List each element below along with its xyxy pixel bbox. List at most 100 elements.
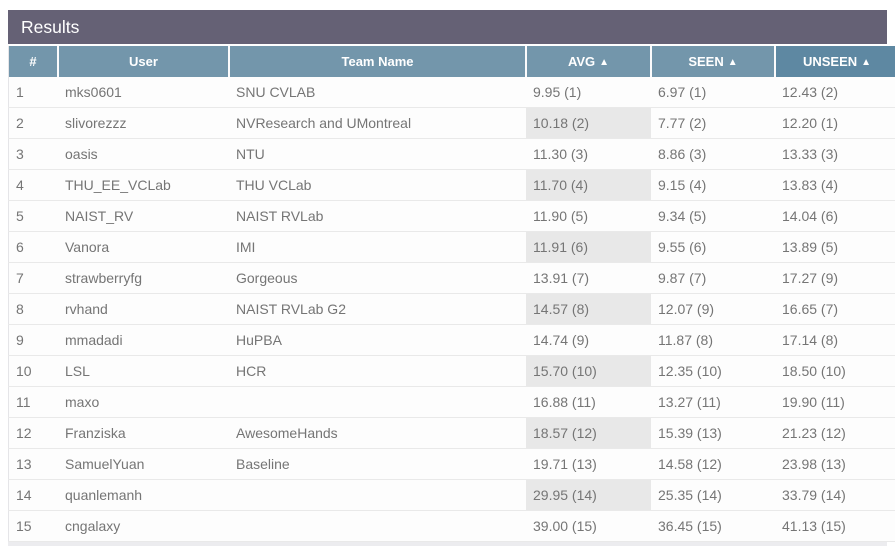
cell-unseen: 17.27 (9) [775, 262, 895, 294]
cell-avg: 14.57 (8) [526, 293, 651, 325]
cell-user: strawberryfg [58, 262, 229, 294]
cell-team: AwesomeHands [229, 417, 526, 449]
cell-user: maxo [58, 386, 229, 418]
cell-user: mks0601 [58, 77, 229, 108]
cell-rank: 11 [8, 386, 58, 418]
cell-unseen: 21.23 (12) [775, 417, 895, 449]
cell-rank: 1 [8, 77, 58, 108]
column-header-label: User [129, 54, 158, 69]
cell-seen: 9.34 (5) [651, 200, 775, 232]
cell-rank: 13 [8, 448, 58, 480]
cell-seen: 7.77 (2) [651, 107, 775, 139]
column-header-label: UNSEEN [802, 54, 858, 69]
cell-seen: 8.86 (3) [651, 138, 775, 170]
cell-team: NAIST RVLab [229, 200, 526, 232]
cell-user: oasis [58, 138, 229, 170]
cell-unseen: 23.98 (13) [775, 448, 895, 480]
cell-user: SamuelYuan [58, 448, 229, 480]
cell-rank: 3 [8, 138, 58, 170]
cell-rank: 7 [8, 262, 58, 294]
cell-rank: 2 [8, 107, 58, 139]
sort-ascending-icon: ▲ [727, 57, 738, 68]
column-header-avg[interactable]: AVG ▲ [525, 46, 651, 77]
column-header-unseen[interactable]: UNSEEN ▲ [774, 46, 895, 77]
table-row: 2 slivorezzz NVResearch and UMontreal 10.18… [8, 107, 895, 139]
cell-seen: 36.45 (15) [651, 510, 775, 542]
table-row: 1 mks0601 SNU CVLAB 9.95 (1) 6.97 (1) 12.43 (… [8, 77, 895, 108]
table-row: 3 oasis NTU 11.30 (3) 8.86 (3) 13.33 (3) [8, 138, 895, 170]
cell-rank: 4 [8, 169, 58, 201]
cell-user: LSL [58, 355, 229, 387]
cell-seen: 15.39 (13) [651, 417, 775, 449]
results-title-bar: Results [8, 10, 887, 44]
cell-seen: 12.07 (9) [651, 293, 775, 325]
cell-unseen: 12.43 (2) [775, 77, 895, 108]
cell-seen: 14.58 (12) [651, 448, 775, 480]
cell-team [229, 386, 526, 418]
table-row: 6 Vanora IMI 11.91 (6) 9.55 (6) 13.89 (5) [8, 231, 895, 263]
cell-avg: 9.95 (1) [526, 77, 651, 108]
cell-user: mmadadi [58, 324, 229, 356]
cell-avg: 39.00 (15) [526, 510, 651, 542]
cell-seen: 11.87 (8) [651, 324, 775, 356]
cell-avg: 29.95 (14) [526, 479, 651, 511]
table-row: 4 THU_EE_VCLab THU VCLab 11.70 (4) 9.15 (4) 1… [8, 169, 895, 201]
column-header-label: # [29, 54, 37, 69]
cell-avg: 14.74 (9) [526, 324, 651, 356]
column-header-label: SEEN [688, 54, 724, 69]
table-footer-bar [8, 542, 887, 546]
column-header-team-name[interactable]: Team Name [228, 46, 526, 77]
cell-unseen: 41.13 (15) [775, 510, 895, 542]
table-row: 7 strawberryfg Gorgeous 13.91 (7) 9.87 (7) 17… [8, 262, 895, 294]
column-header-seen[interactable]: SEEN ▲ [650, 46, 775, 77]
cell-avg: 11.90 (5) [526, 200, 651, 232]
cell-team: NAIST RVLab G2 [229, 293, 526, 325]
cell-unseen: 19.90 (11) [775, 386, 895, 418]
cell-team: THU VCLab [229, 169, 526, 201]
cell-unseen: 18.50 (10) [775, 355, 895, 387]
sort-ascending-icon: ▲ [861, 57, 872, 68]
cell-unseen: 13.33 (3) [775, 138, 895, 170]
cell-team: NTU [229, 138, 526, 170]
cell-seen: 9.87 (7) [651, 262, 775, 294]
cell-user: NAIST_RV [58, 200, 229, 232]
cell-user: quanlemanh [58, 479, 229, 511]
cell-team: HCR [229, 355, 526, 387]
header-row: # User Team Name AVG ▲ SEEN ▲ UN [8, 46, 895, 77]
cell-avg: 10.18 (2) [526, 107, 651, 139]
table-row: 13 SamuelYuan Baseline 19.71 (13) 14.58 (12)… [8, 448, 895, 480]
column-header-user[interactable]: User [57, 46, 229, 77]
cell-rank: 10 [8, 355, 58, 387]
column-header-label: AVG [567, 54, 596, 69]
cell-avg: 18.57 (12) [526, 417, 651, 449]
cell-user: Franziska [58, 417, 229, 449]
cell-rank: 15 [8, 510, 58, 542]
cell-avg: 13.91 (7) [526, 262, 651, 294]
table-row: 12 Franziska AwesomeHands 18.57 (12) 15.39 (… [8, 417, 895, 449]
cell-user: Vanora [58, 231, 229, 263]
cell-team: HuPBA [229, 324, 526, 356]
cell-avg: 15.70 (10) [526, 355, 651, 387]
cell-rank: 8 [8, 293, 58, 325]
cell-rank: 14 [8, 479, 58, 511]
table-row: 11 maxo 16.88 (11) 13.27 (11) 19.90 (11) [8, 386, 895, 418]
cell-unseen: 14.04 (6) [775, 200, 895, 232]
results-table: # User Team Name AVG ▲ SEEN ▲ UN [8, 46, 895, 542]
sort-ascending-icon: ▲ [599, 57, 610, 68]
cell-team: IMI [229, 231, 526, 263]
table-row: 15 cngalaxy 39.00 (15) 36.45 (15) 41.13 (15) [8, 510, 895, 542]
table-row: 5 NAIST_RV NAIST RVLab 11.90 (5) 9.34 (5) 14.… [8, 200, 895, 232]
cell-seen: 25.35 (14) [651, 479, 775, 511]
cell-team: Gorgeous [229, 262, 526, 294]
column-header-rank[interactable]: # [8, 46, 58, 77]
cell-avg: 16.88 (11) [526, 386, 651, 418]
cell-avg: 11.91 (6) [526, 231, 651, 263]
cell-team [229, 479, 526, 511]
cell-seen: 13.27 (11) [651, 386, 775, 418]
table-row: 10 LSL HCR 15.70 (10) 12.35 (10) 18.50 (10) [8, 355, 895, 387]
cell-rank: 9 [8, 324, 58, 356]
cell-team [229, 510, 526, 542]
table-row: 9 mmadadi HuPBA 14.74 (9) 11.87 (8) 17.14 (8) [8, 324, 895, 356]
cell-user: slivorezzz [58, 107, 229, 139]
